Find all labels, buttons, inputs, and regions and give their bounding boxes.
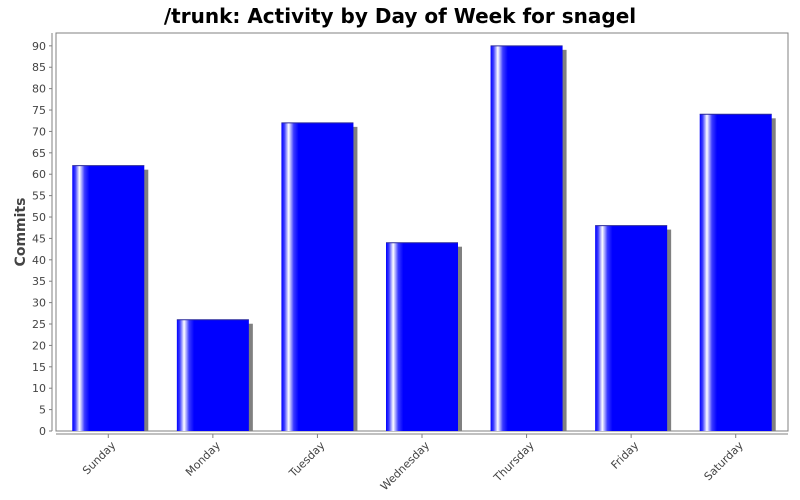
y-tick-label: 30	[32, 297, 46, 310]
bar-wednesday	[386, 242, 458, 431]
y-tick-label: 5	[39, 404, 46, 417]
y-tick-label: 50	[32, 211, 46, 224]
bar-thursday	[490, 45, 563, 431]
x-tick-label: Saturday	[702, 439, 747, 484]
y-tick-label: 65	[32, 147, 46, 160]
y-tick-label: 20	[32, 339, 46, 352]
y-tick-label: 70	[32, 125, 46, 138]
y-tick-label: 35	[32, 275, 46, 288]
bar-monday	[176, 319, 249, 431]
bar-tuesday	[281, 122, 354, 431]
bar-saturday	[699, 114, 772, 431]
y-axis: 0 5 10 15 20 25 30 35 40 45 50 55 60 65 70 75 80 85 90	[32, 33, 53, 438]
x-tick-label: Friday	[608, 439, 641, 472]
y-tick-label: 15	[32, 361, 46, 374]
chart-title: /trunk: Activity by Day of Week for snag…	[163, 4, 637, 28]
y-tick-label: 10	[32, 382, 46, 395]
y-tick-label: 45	[32, 232, 46, 245]
bar-sunday	[72, 165, 145, 431]
x-tick-label: Wednesday	[378, 439, 433, 494]
y-tick-label: 75	[32, 104, 46, 117]
y-axis-label: Commits	[13, 198, 29, 267]
x-tick-label: Sunday	[80, 439, 119, 478]
y-tick-label: 25	[32, 318, 46, 331]
y-tick-label: 40	[32, 254, 46, 267]
y-tick-label: 85	[32, 61, 46, 74]
x-tick-label: Thursday	[491, 439, 537, 485]
y-tick-label: 80	[32, 83, 46, 96]
x-tick-label: Monday	[183, 439, 223, 479]
y-tick-label: 0	[39, 425, 46, 438]
bars	[72, 45, 776, 431]
y-tick-label: 55	[32, 190, 46, 203]
bar-friday	[595, 225, 668, 431]
x-tick-label: Tuesday	[286, 439, 328, 481]
y-tick-label: 60	[32, 168, 46, 181]
x-axis: Sunday Monday Tuesday Wednesday Thursday Frid…	[56, 433, 788, 494]
y-tick-label: 90	[32, 40, 46, 53]
